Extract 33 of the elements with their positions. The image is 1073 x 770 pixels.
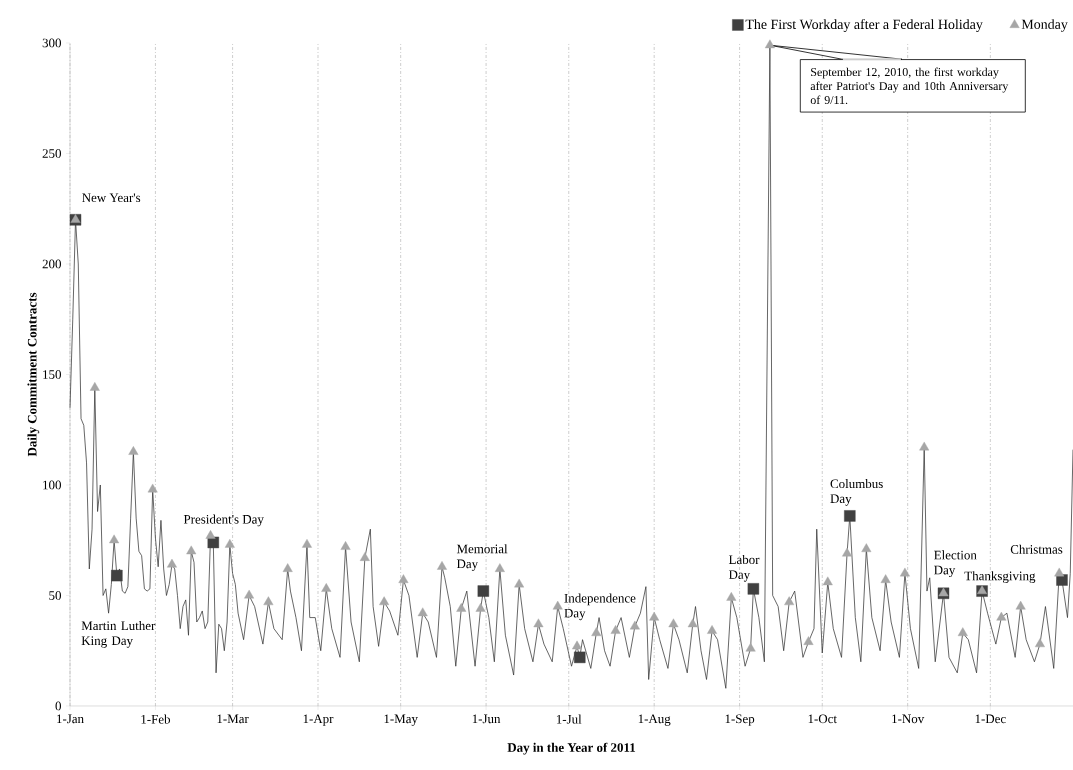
y-axis-title: Daily Commitment Contracts — [27, 292, 40, 457]
x-tick-label: 1-Oct — [808, 714, 837, 724]
x-tick-label: 1-May — [384, 714, 418, 726]
x-tick-label: 1-Jul — [556, 714, 582, 724]
annotation: President's Day — [183, 514, 264, 527]
x-tick-label: 1-Apr — [303, 714, 334, 726]
x-axis-title: Day in the Year of 2011 — [507, 742, 636, 755]
annotation: Labor Day — [728, 554, 760, 582]
annotation: Martin Luther King Day — [81, 620, 156, 648]
y-tick-label: 150 — [43, 370, 61, 379]
annotation: Independence Day — [564, 593, 636, 621]
y-tick-label: 300 — [42, 38, 61, 48]
annotation: New Year's — [82, 193, 141, 203]
annotation: Memorial Day — [456, 544, 508, 571]
annotation: September 12, 2010, the first workday after Patriot's Day and 10th Anniversary of 9/11. — [810, 67, 1009, 105]
annotation: Columbus Day — [830, 479, 883, 506]
x-tick-label: 1-Mar — [217, 714, 249, 724]
y-tick-label: 100 — [43, 480, 61, 490]
annotation: Christmas — [1010, 544, 1063, 554]
x-tick-label: 1-Nov — [892, 714, 925, 724]
y-tick-label: 50 — [49, 591, 61, 600]
y-tick-label: 250 — [42, 149, 61, 158]
y-tick-label: 0 — [55, 701, 61, 711]
legend-label: Monday — [1021, 19, 1068, 32]
x-tick-label: 1-Dec — [975, 714, 1006, 724]
y-tick-label: 200 — [42, 259, 61, 269]
x-tick-label: 1-Jan — [57, 714, 84, 724]
x-tick-label: 1-Sep — [725, 714, 755, 726]
annotation: Thanksgiving — [964, 571, 1036, 583]
x-tick-label: 1-Jun — [472, 714, 501, 724]
x-tick-label: 1-Feb — [141, 714, 171, 724]
legend-label: The First Workday after a Federal Holiday — [745, 19, 983, 32]
x-tick-label: 1-Aug — [638, 714, 671, 726]
